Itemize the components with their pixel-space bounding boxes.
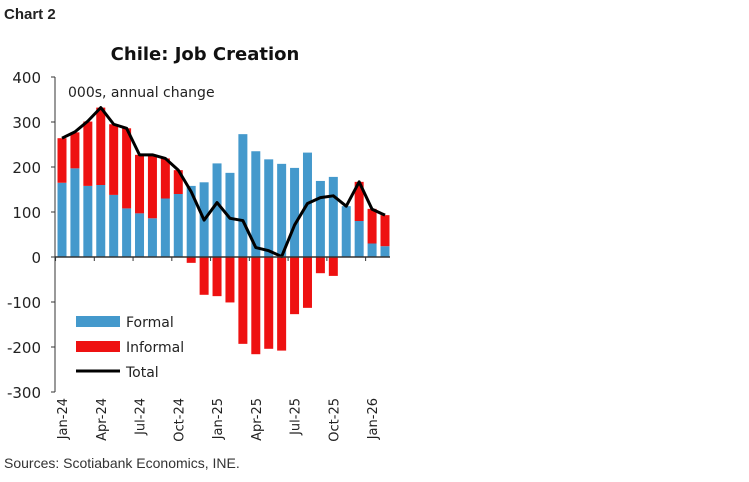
y-tick-label: 200: [12, 159, 41, 177]
bar-informal: [315, 257, 325, 274]
y-tick-label: 300: [12, 114, 41, 132]
y-tick-label: -100: [7, 294, 41, 312]
bar-informal: [367, 208, 377, 244]
bar-formal: [315, 180, 325, 257]
y-tick-label: -200: [7, 339, 41, 357]
bar-informal: [109, 124, 119, 195]
bar-informal: [173, 170, 183, 194]
bar-informal: [83, 121, 93, 186]
bar-formal: [264, 159, 274, 257]
bar-informal: [96, 107, 106, 185]
bar-formal: [212, 163, 222, 257]
bar-formal: [83, 185, 93, 257]
line-total: [61, 106, 386, 259]
bar-formal: [70, 168, 80, 257]
bar-formal: [135, 213, 145, 257]
bar-formal: [57, 182, 67, 257]
bar-formal: [367, 243, 377, 257]
bar-informal: [70, 132, 80, 169]
bar-informal: [160, 158, 170, 199]
bar-formal: [354, 221, 364, 257]
bar-formal: [251, 151, 261, 257]
chart-number: Chart 2: [4, 6, 56, 23]
bar-informal: [199, 257, 209, 295]
legend-label-total: Total: [125, 365, 159, 381]
bar-informal: [302, 257, 312, 308]
bar-informal: [147, 154, 157, 219]
x-tick-label: Apr-25: [250, 398, 265, 441]
y-tick-label: 0: [31, 249, 41, 267]
bar-informal: [212, 257, 222, 297]
x-tick-label: Jan-24: [56, 398, 71, 440]
bar-informal: [238, 257, 248, 344]
sources-note: Sources: Scotiabank Economics, INE.: [4, 455, 240, 471]
bar-formal: [225, 172, 235, 257]
legend-swatch-informal: [76, 341, 120, 352]
bar-informal: [328, 257, 338, 276]
x-tick-label: Jul-25: [289, 398, 304, 436]
bar-informal: [122, 128, 132, 209]
x-tick-label: Apr-24: [95, 398, 110, 441]
legend: Formal Informal Total: [76, 315, 184, 381]
bar-formal: [290, 167, 300, 257]
y-tick-label: -300: [7, 384, 41, 402]
bar-formal: [147, 218, 157, 257]
legend-label-formal: Formal: [126, 315, 174, 331]
bar-informal: [264, 257, 274, 349]
bar-formal: [173, 194, 183, 257]
bar-informal: [277, 257, 287, 351]
bar-formal: [160, 198, 170, 257]
x-tick-label: Jul-24: [134, 398, 149, 436]
chart-title: Chile: Job Creation: [111, 44, 300, 65]
x-tick-label: Jan-25: [211, 398, 226, 440]
bar-formal: [277, 163, 287, 257]
chart-subtitle: 000s, annual change: [68, 85, 215, 101]
y-tick-label: 400: [12, 69, 41, 87]
legend-label-informal: Informal: [126, 340, 184, 356]
bar-informal: [290, 257, 300, 315]
bar-formal: [96, 185, 106, 257]
x-tick-label: Oct-25: [327, 398, 342, 442]
bar-informal: [57, 138, 67, 183]
bar-informal: [186, 257, 196, 263]
bar-informal: [135, 154, 145, 214]
legend-swatch-formal: [76, 316, 120, 327]
y-tick-label: 100: [12, 204, 41, 222]
x-tick-label: Jan-26: [366, 398, 381, 440]
bar-formal: [328, 176, 338, 257]
bar-formal: [380, 246, 390, 257]
bar-informal: [251, 257, 261, 355]
x-tick-label: Oct-24: [172, 398, 187, 442]
bar-formal: [238, 134, 248, 257]
bar-informal: [354, 181, 364, 221]
bar-formal: [341, 206, 351, 257]
bar-informal: [380, 215, 390, 247]
bar-formal: [109, 194, 119, 257]
bar-informal: [225, 257, 235, 303]
bar-formal: [186, 185, 196, 257]
bar-formal: [122, 208, 132, 257]
